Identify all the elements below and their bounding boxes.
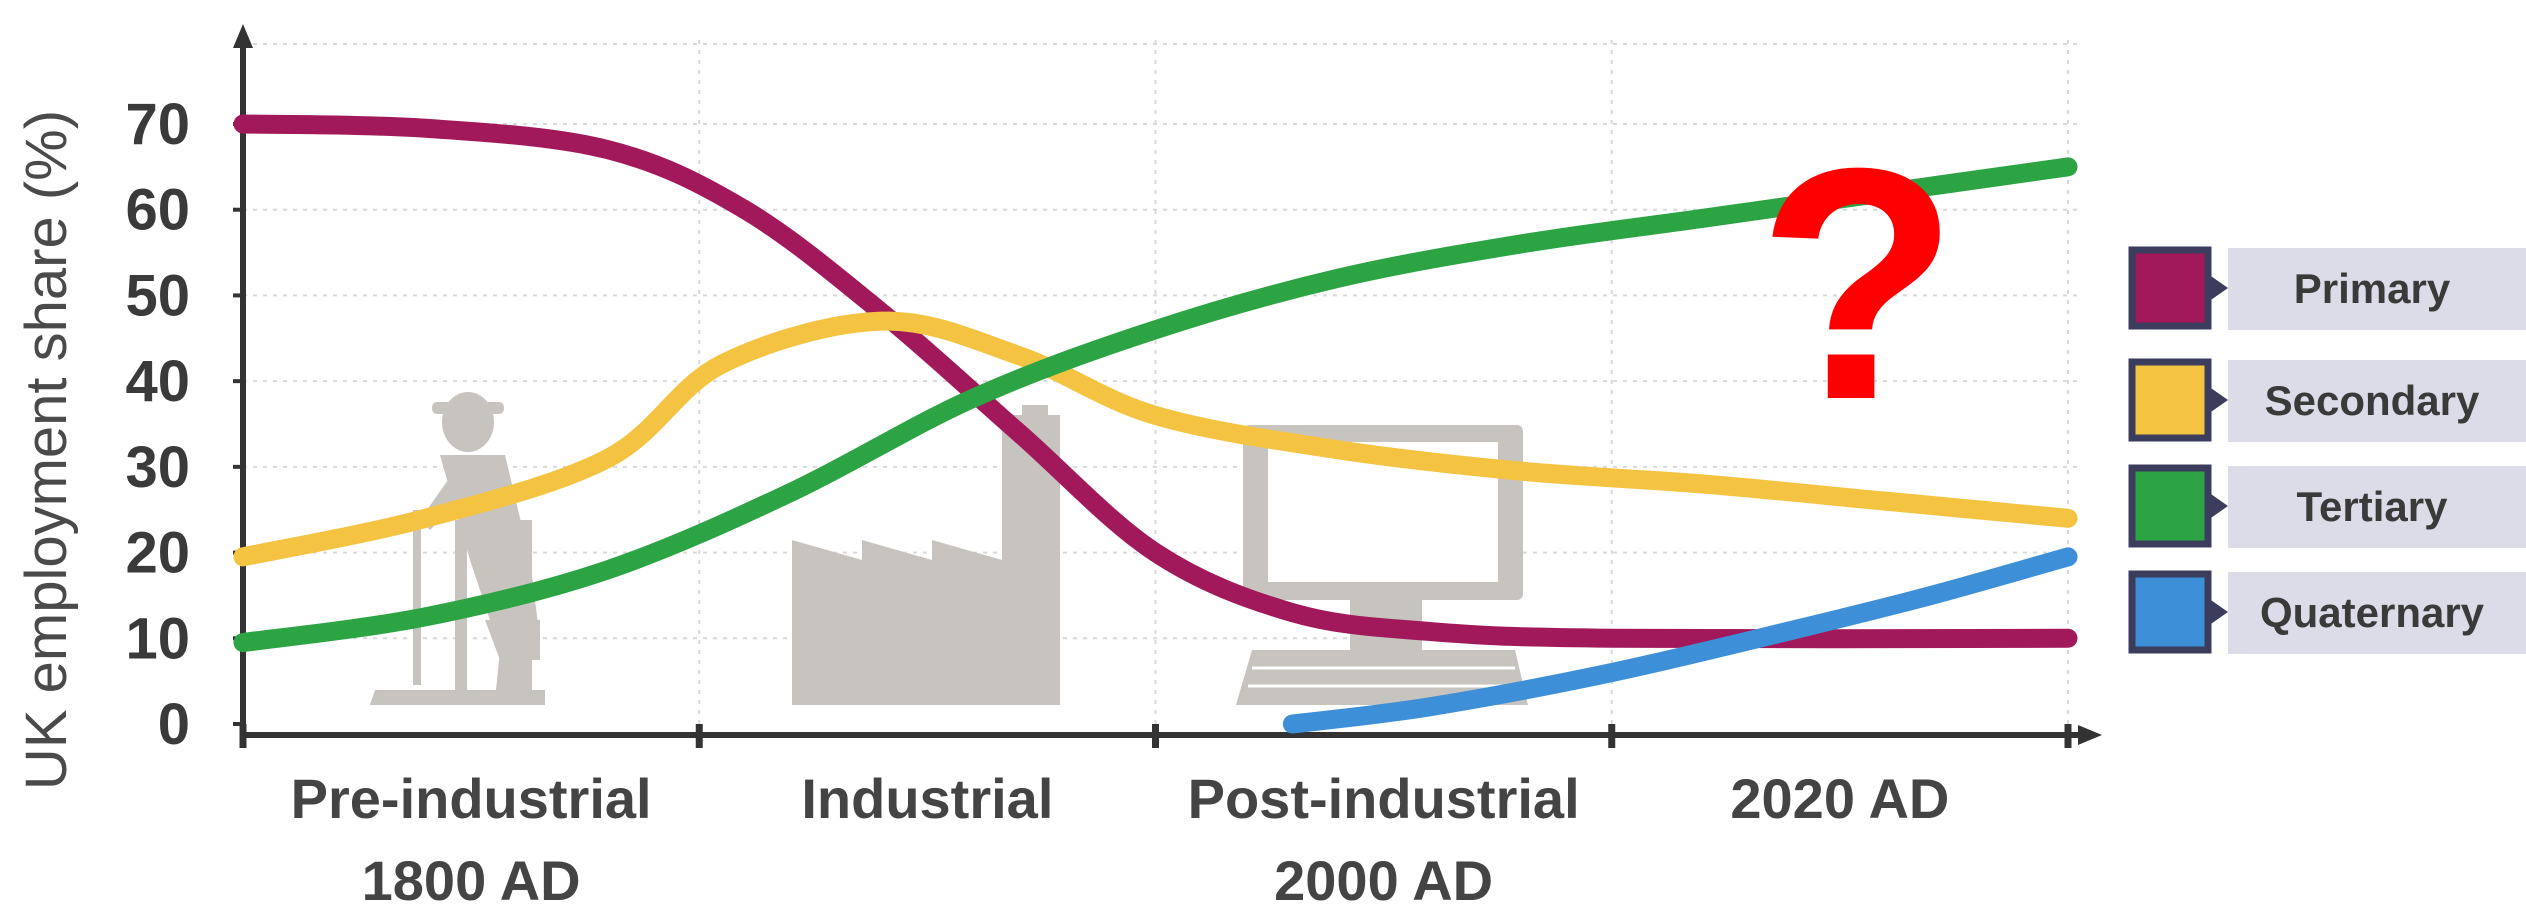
legend-label-box [2228,360,2526,442]
legend-item-secondary: Secondary [2128,358,2526,442]
farmer-icon [370,392,545,705]
legend-label: Quaternary [2260,589,2485,636]
legend-swatch [2128,464,2212,548]
illustrations [370,392,1528,705]
series-line-secondary [233,311,2078,567]
x-axis-arrow [2078,725,2102,745]
x-tick-marks [239,724,2072,748]
y-tick-label: 40 [125,349,190,414]
y-axis-arrow [233,24,253,48]
y-tick-labels: 0 10 20 30 40 50 60 70 [125,92,243,757]
y-tick-label: 50 [125,263,190,328]
category-sublabel: 2000 AD [1274,849,1493,909]
y-axis-label: UK employment share (%) [14,110,79,790]
legend-pointer [2208,386,2228,414]
y-tick-label: 20 [125,521,190,586]
legend-item-primary: Primary [2128,246,2526,330]
legend-item-tertiary: Tertiary [2128,464,2526,548]
axes [233,24,2102,745]
factory-icon [792,405,1060,705]
category-sublabel: 1800 AD [362,849,581,909]
category-label: Post-industrial [1188,767,1580,830]
category-label: Industrial [801,767,1053,830]
category-label: Pre-industrial [291,767,652,830]
legend: Primary Secondary Tertiary Quaternary [2128,246,2526,654]
legend-label: Secondary [2265,377,2480,424]
legend-pointer [2208,274,2228,302]
series-line-tertiary [233,157,2078,653]
y-tick-label: 60 [125,178,190,243]
y-tick-label: 0 [158,692,190,757]
legend-pointer [2208,598,2228,626]
series-lines [233,114,2078,734]
legend-label: Tertiary [2297,483,2449,530]
legend-item-quaternary: Quaternary [2128,570,2526,654]
question-mark-annotation: ? [1757,99,1959,468]
legend-pointer [2208,492,2228,520]
legend-swatch [2128,246,2212,330]
category-label: 2020 AD [1730,767,1949,830]
legend-label-box [2228,466,2526,548]
legend-label: Primary [2294,265,2451,312]
legend-label-box [2228,572,2526,654]
legend-swatch [2128,570,2212,654]
series-line-quaternary [1282,547,2078,734]
y-tick-label: 10 [125,606,190,671]
x-category-labels: Pre-industrial 1800 AD Industrial Post-indu… [291,767,1950,909]
legend-swatch [2128,358,2212,442]
legend-label-box [2228,248,2526,330]
y-tick-label: 30 [125,435,190,500]
series-line-primary [233,114,2078,649]
y-tick-label: 70 [125,92,190,157]
